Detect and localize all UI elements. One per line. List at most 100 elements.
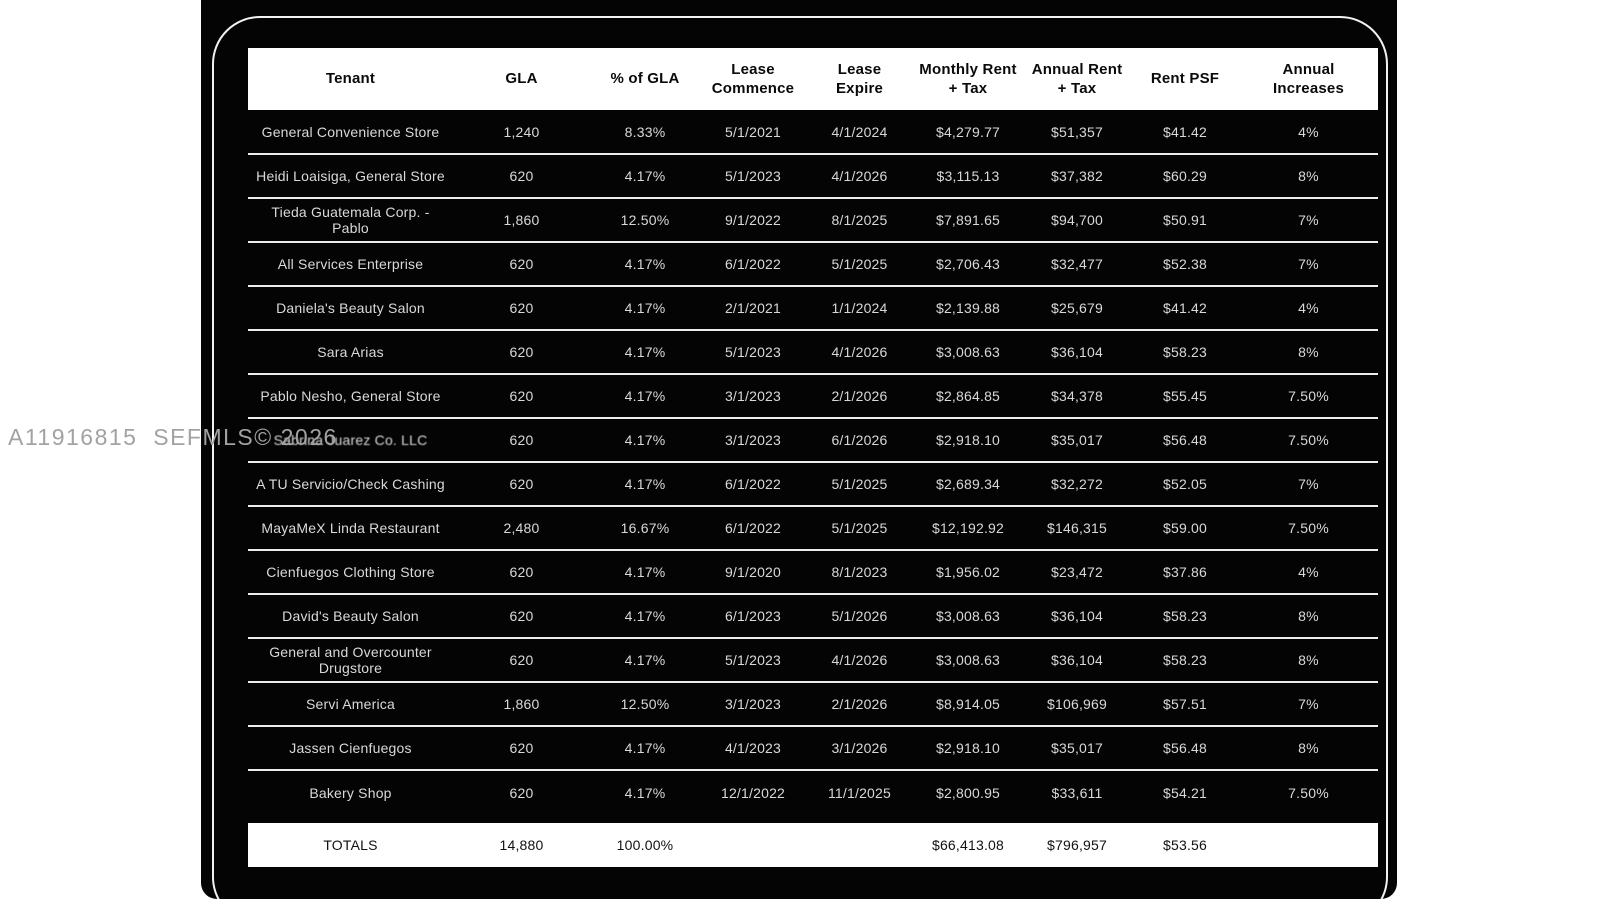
totals-cell-tenant: TOTALS xyxy=(248,823,453,867)
cell-monthly-rent: $2,800.95 xyxy=(935,784,1001,801)
cell-annual-increases: 7.50% xyxy=(1239,374,1378,419)
cell-monthly-rent: $7,891.65 xyxy=(913,198,1023,243)
cell-lease-expire: 11/1/2025 xyxy=(827,784,892,801)
table-row: Daniela's Beauty Salon 620 4.17% 2/1/2021 1/… xyxy=(248,286,1378,331)
cell-pct-gla: 4.17% xyxy=(590,594,700,639)
cell-tenant: Jassen Cienfuegos xyxy=(248,726,453,771)
cell-lease-expire: 8/1/2023 xyxy=(806,550,913,595)
cell-tenant: All Services Enterprise xyxy=(248,242,453,287)
cell-annual-rent: $25,679 xyxy=(1023,286,1131,331)
cell-rent-psf: $56.48 xyxy=(1131,418,1239,463)
cell-monthly-rent: $3,008.63 xyxy=(913,594,1023,639)
table-row: All Services Enterprise 620 4.17% 6/1/2022 5… xyxy=(248,242,1378,287)
cell-annual-rent: $33,611 xyxy=(1051,784,1103,801)
cell-annual-rent: $36,104 xyxy=(1023,594,1131,639)
cell-rent-psf: $59.00 xyxy=(1131,506,1239,551)
cell-monthly-rent: $4,279.77 xyxy=(913,110,1023,155)
cell-gla: 620 xyxy=(453,154,590,199)
cell-tenant: Daniela's Beauty Salon xyxy=(248,286,453,331)
totals-gap-cell xyxy=(248,814,1378,823)
table-row: Servi America 1,860 12.50% 3/1/2023 2/1/2026… xyxy=(248,682,1378,727)
cell-pct-gla: 4.17% xyxy=(590,242,700,287)
cell-annual-increases: 4% xyxy=(1239,286,1378,331)
totals-cell-pct-gla: 100.00% xyxy=(590,823,700,867)
cell-gla: 620 xyxy=(453,286,590,331)
cell-lease-expire: 1/1/2024 xyxy=(806,286,913,331)
cell-lease-expire: 2/1/2026 xyxy=(806,374,913,419)
cell-rent-psf: $58.23 xyxy=(1131,594,1239,639)
cell-annual-rent: $146,315 xyxy=(1023,506,1131,551)
cell-monthly-rent: $1,956.02 xyxy=(913,550,1023,595)
cell-lease-commence: 3/1/2023 xyxy=(700,682,806,727)
cell-rent-psf: $52.05 xyxy=(1131,462,1239,507)
column-header-annual-rent: Annual Rent + Tax xyxy=(1023,48,1131,110)
column-header-rent-psf: Rent PSF xyxy=(1131,48,1239,110)
cell-tenant: Servi America xyxy=(248,682,453,727)
totals-cell-monthly-rent: $66,413.08 xyxy=(913,823,1023,867)
cell-monthly-rent: $8,914.05 xyxy=(913,682,1023,727)
cell-monthly-rent: $2,706.43 xyxy=(913,242,1023,287)
table-row: MayaMeX Linda Restaurant 2,480 16.67% 6/1/2… xyxy=(248,506,1378,551)
cell-gla: 620 xyxy=(453,594,590,639)
cell-pct-gla: 8.33% xyxy=(590,110,700,155)
cell-gla: 620 xyxy=(453,418,590,463)
cell-rent-psf: $41.42 xyxy=(1131,110,1239,155)
cell-annual-increases: 8% xyxy=(1239,594,1378,639)
cell-gla: 1,860 xyxy=(453,198,590,243)
cell-tenant: A TU Servicio/Check Cashing xyxy=(248,462,453,507)
header-row: Tenant GLA % of GLA Lease Commence Lease… xyxy=(248,48,1378,110)
cell-rent-psf: $54.21 xyxy=(1162,784,1208,801)
cell-pct-gla: 4.17% xyxy=(590,330,700,375)
totals-cell-lease-commence xyxy=(700,823,806,867)
table-row: General and Overcounter Drugstore 620 4.17… xyxy=(248,638,1378,683)
totals-cell-annual-rent: $796,957 xyxy=(1023,823,1131,867)
totals-gap-row xyxy=(248,814,1378,823)
cell-annual-rent: $94,700 xyxy=(1023,198,1131,243)
cell-lease-commence: 6/1/2022 xyxy=(700,506,806,551)
column-header-lease-expire: Lease Expire xyxy=(806,48,913,110)
cell-rent-psf: $58.23 xyxy=(1131,638,1239,683)
column-header-tenant: Tenant xyxy=(248,48,453,110)
cell-annual-increases: 8% xyxy=(1239,638,1378,683)
cell-gla: 620 xyxy=(453,726,590,771)
cell-pct-gla: 4.17% xyxy=(624,784,666,801)
cell-rent-psf: $41.42 xyxy=(1131,286,1239,331)
totals-row: TOTALS 14,880 100.00% $66,413.08 $796,957 $53… xyxy=(248,823,1378,867)
cell-gla: 620 xyxy=(453,638,590,683)
cell-lease-commence: 3/1/2023 xyxy=(700,374,806,419)
cell-lease-expire: 5/1/2026 xyxy=(806,594,913,639)
cell-monthly-rent: $2,918.10 xyxy=(913,726,1023,771)
cell-lease-expire: 6/1/2026 xyxy=(806,418,913,463)
cell-rent-psf: $37.86 xyxy=(1131,550,1239,595)
cell-pct-gla: 4.17% xyxy=(590,418,700,463)
table-row: Heidi Loaisiga, General Store 620 4.17% 5/1… xyxy=(248,154,1378,199)
cell-pct-gla: 12.50% xyxy=(590,682,700,727)
cell-lease-expire: 5/1/2025 xyxy=(806,462,913,507)
totals-cell-rent-psf: $53.56 xyxy=(1131,823,1239,867)
cell-annual-increases: 7% xyxy=(1239,462,1378,507)
cell-lease-expire: 8/1/2025 xyxy=(806,198,913,243)
column-header-lease-commence: Lease Commence xyxy=(700,48,806,110)
cell-rent-psf: $58.23 xyxy=(1131,330,1239,375)
cell-tenant: MayaMeX Linda Restaurant xyxy=(248,506,453,551)
cell-tenant: Pablo Nesho, General Store xyxy=(248,374,453,419)
cell-gla: 620 xyxy=(453,374,590,419)
cell-lease-expire: 3/1/2026 xyxy=(806,726,913,771)
rent-roll-table: Tenant GLA % of GLA Lease Commence Lease… xyxy=(248,48,1378,867)
cell-tenant: David's Beauty Salon xyxy=(248,594,453,639)
table-row: Pablo Nesho, General Store 620 4.17% 3/1/20… xyxy=(248,374,1378,419)
cell-annual-increases: 8% xyxy=(1239,330,1378,375)
cell-lease-expire: 4/1/2026 xyxy=(806,638,913,683)
table-row: Sabrina Juarez Co. LLC 620 4.17% 3/1/2023 6/… xyxy=(248,418,1378,463)
cell-monthly-rent: $2,689.34 xyxy=(913,462,1023,507)
cell-lease-expire: 4/1/2026 xyxy=(806,154,913,199)
cell-gla: 2,480 xyxy=(453,506,590,551)
rent-roll-card: Tenant GLA % of GLA Lease Commence Lease… xyxy=(201,0,1397,899)
cell-lease-commence: 5/1/2021 xyxy=(700,110,806,155)
cell-annual-increases: 7.50% xyxy=(1239,506,1378,551)
cell-lease-commence: 9/1/2022 xyxy=(700,198,806,243)
cell-lease-commence: 6/1/2022 xyxy=(700,462,806,507)
cell-lease-commence: 6/1/2022 xyxy=(700,242,806,287)
column-header-annual-increases: Annual Increases xyxy=(1239,48,1378,110)
cell-tenant: Tieda Guatemala Corp. - Pablo xyxy=(248,198,453,243)
